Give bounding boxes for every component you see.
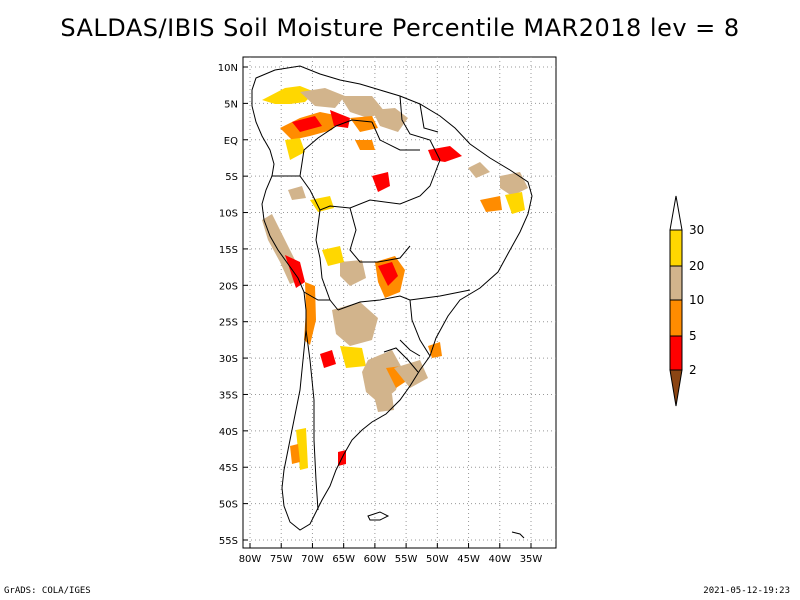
graticule	[243, 57, 556, 548]
lat-label: 15S	[219, 245, 238, 256]
colorbar-label: 10	[689, 293, 704, 307]
lat-label: 10N	[218, 63, 238, 74]
longitude-labels: 80W 75W 70W 65W 60W 55W 50W 45W 40W 35W	[239, 543, 543, 565]
colorbar-upper-triangle	[669, 195, 683, 231]
timestamp: 2021-05-12-19:23	[703, 586, 790, 596]
map-frame	[242, 56, 557, 549]
colorbar-label: 30	[689, 223, 704, 237]
colorbar-label: 2	[689, 363, 697, 377]
lon-label: 80W	[239, 554, 262, 565]
lat-label: 5N	[224, 99, 238, 110]
lon-label: 35W	[520, 554, 543, 565]
colorbar-label: 20	[689, 259, 704, 273]
lon-label: 70W	[301, 554, 324, 565]
lat-label: 45S	[219, 463, 238, 474]
latitude-labels: 10N 5N EQ 5S 10S 15S 20S 25S 30S 35S 40S 45S 50S 55S	[218, 63, 248, 547]
map-title: SALDAS/IBIS Soil Moisture Percentile MAR…	[60, 14, 740, 42]
lat-label: 10S	[219, 209, 238, 220]
lat-label: EQ	[224, 136, 238, 147]
grads-credit: GrADS: COLA/IGES	[4, 586, 91, 596]
colorbar-label: 5	[689, 329, 697, 343]
lat-label: 40S	[219, 427, 238, 438]
lon-label: 45W	[457, 554, 480, 565]
lat-label: 35S	[219, 390, 238, 401]
lat-label: 30S	[219, 354, 238, 365]
lat-label: 25S	[219, 318, 238, 329]
lat-label: 20S	[219, 281, 238, 292]
colorbar: 30 20 10 5 2	[669, 195, 704, 407]
lon-label: 65W	[332, 554, 355, 565]
lon-label: 55W	[395, 554, 418, 565]
lat-label: 5S	[225, 172, 238, 183]
percentile-patches	[262, 86, 528, 470]
colorbar-20-30	[669, 229, 683, 267]
colorbar-lower-triangle	[669, 369, 683, 407]
continent-outline	[251, 65, 533, 539]
lon-label: 50W	[426, 554, 449, 565]
colorbar-5-10	[669, 299, 683, 337]
colorbar-10-20	[669, 265, 683, 301]
colorbar-2-5	[669, 335, 683, 371]
lon-label: 40W	[488, 554, 511, 565]
lat-label: 50S	[219, 500, 238, 511]
lat-label: 55S	[219, 536, 238, 547]
lon-label: 75W	[270, 554, 293, 565]
lon-label: 60W	[364, 554, 387, 565]
